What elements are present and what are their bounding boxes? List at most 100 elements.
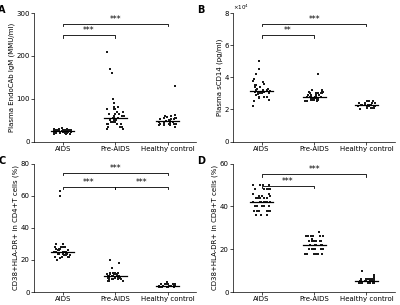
Point — [64, 126, 70, 131]
Point — [370, 279, 376, 284]
Point — [365, 281, 371, 286]
Point — [56, 248, 62, 253]
Point — [267, 193, 274, 198]
Point — [264, 196, 271, 200]
Point — [355, 281, 362, 286]
Point — [258, 200, 264, 205]
Point — [372, 101, 378, 106]
Point — [368, 277, 374, 282]
Point — [168, 283, 174, 288]
Point — [254, 208, 260, 213]
Point — [355, 104, 362, 109]
Point — [368, 106, 375, 110]
Point — [251, 208, 258, 213]
Point — [254, 86, 260, 91]
Point — [265, 204, 272, 209]
Point — [104, 124, 111, 129]
Point — [359, 268, 365, 273]
Point — [372, 101, 379, 106]
Point — [52, 254, 59, 259]
Point — [62, 127, 68, 132]
Point — [318, 238, 324, 243]
Point — [161, 120, 168, 125]
Point — [362, 279, 368, 284]
Point — [309, 96, 315, 101]
Point — [68, 128, 74, 133]
Point — [372, 104, 378, 109]
Point — [310, 247, 317, 252]
Point — [357, 279, 364, 284]
Point — [263, 208, 270, 213]
Text: $\times10^4$: $\times10^4$ — [233, 2, 249, 12]
Point — [111, 118, 118, 123]
Point — [266, 191, 272, 196]
Point — [256, 193, 262, 198]
Point — [66, 128, 72, 133]
Point — [257, 91, 263, 96]
Point — [156, 285, 162, 290]
Text: ***: *** — [308, 15, 320, 24]
Point — [50, 131, 57, 136]
Point — [160, 283, 166, 288]
Point — [315, 72, 322, 77]
Point — [56, 127, 62, 132]
Point — [117, 275, 123, 280]
Point — [115, 277, 121, 282]
Point — [53, 249, 59, 254]
Point — [365, 102, 371, 107]
Point — [110, 113, 117, 118]
Point — [60, 249, 67, 254]
Point — [258, 204, 265, 209]
Point — [253, 92, 259, 97]
Point — [260, 88, 267, 93]
Point — [370, 106, 377, 110]
Point — [170, 282, 177, 286]
Point — [56, 193, 63, 198]
Point — [362, 101, 368, 106]
Point — [363, 277, 369, 282]
Point — [310, 238, 316, 243]
Point — [313, 251, 319, 256]
Point — [252, 213, 259, 217]
Point — [53, 242, 59, 246]
Text: D: D — [197, 156, 205, 166]
Point — [318, 247, 324, 252]
Point — [304, 234, 310, 239]
Point — [314, 97, 321, 102]
Point — [308, 92, 314, 97]
Point — [105, 122, 111, 127]
Point — [312, 94, 318, 99]
Point — [60, 251, 67, 256]
Point — [267, 187, 274, 192]
Point — [157, 285, 163, 290]
Point — [120, 109, 126, 114]
Point — [165, 285, 172, 290]
Point — [172, 116, 178, 120]
Point — [370, 277, 376, 282]
Point — [252, 187, 259, 192]
Point — [359, 281, 365, 286]
Point — [320, 89, 326, 94]
Point — [112, 111, 118, 116]
Point — [309, 97, 315, 102]
Point — [318, 91, 325, 96]
Point — [116, 274, 122, 278]
Point — [111, 101, 118, 106]
Point — [64, 248, 71, 253]
Point — [55, 248, 61, 253]
Point — [53, 128, 60, 133]
Point — [63, 253, 69, 258]
Point — [250, 104, 256, 109]
Point — [252, 83, 258, 88]
Point — [267, 88, 273, 93]
Point — [261, 89, 268, 94]
Point — [252, 89, 258, 94]
Point — [312, 96, 318, 101]
Point — [364, 277, 371, 282]
Point — [63, 251, 69, 256]
Point — [110, 120, 117, 125]
Point — [357, 102, 364, 107]
Point — [65, 254, 72, 259]
Point — [306, 91, 313, 96]
Point — [53, 131, 60, 135]
